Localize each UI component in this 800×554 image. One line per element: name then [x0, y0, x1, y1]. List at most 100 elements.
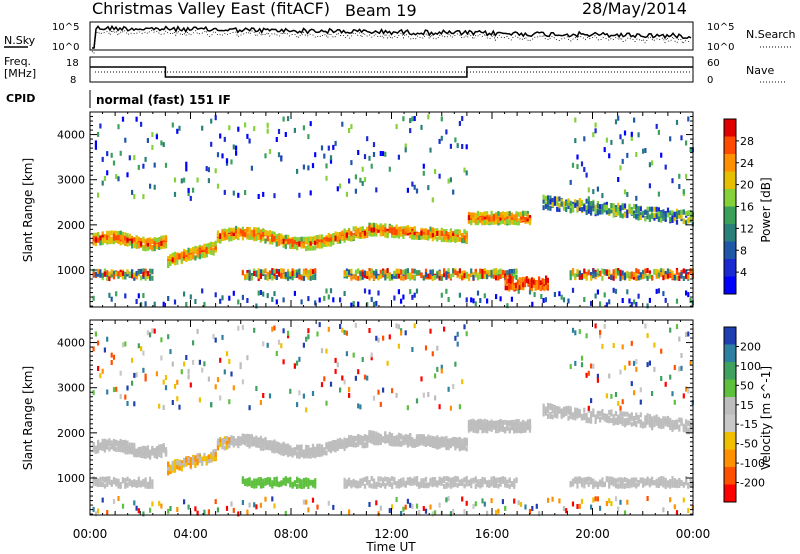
heatmap-cell: [542, 407, 545, 413]
colorbar-swatch: [724, 276, 736, 295]
heatmap-cell: [655, 420, 658, 426]
heatmap-cell: [671, 391, 674, 397]
heatmap-cell: [599, 204, 602, 210]
heatmap-cell: [458, 236, 461, 242]
heatmap-cell: [580, 273, 584, 279]
heatmap-cell: [230, 159, 233, 165]
heatmap-cell: [246, 298, 249, 303]
heatmap-cell: [144, 268, 147, 274]
heatmap-cell: [185, 166, 188, 172]
heatmap-cell: [336, 186, 339, 192]
heatmap-cell: [612, 271, 615, 276]
heatmap-cell: [149, 450, 152, 456]
heatmap-cell: [124, 478, 127, 483]
heatmap-cell: [352, 478, 355, 484]
heatmap-cell: [436, 480, 439, 486]
heatmap-cell: [409, 441, 412, 447]
heatmap-cell: [461, 232, 464, 238]
heatmap-cell: [501, 269, 504, 275]
heatmap-cell: [583, 167, 586, 172]
heatmap-cell: [528, 509, 532, 514]
heatmap-cell: [128, 481, 131, 487]
heatmap-cell: [422, 234, 425, 240]
heatmap-cell: [452, 482, 455, 488]
heatmap-cell: [400, 227, 403, 233]
heatmap-cell: [406, 477, 409, 483]
heatmap-cell: [669, 420, 672, 426]
heatmap-cell: [621, 298, 624, 303]
heatmap-cell: [94, 331, 97, 337]
heatmap-cell: [411, 116, 414, 122]
heatmap-cell: [257, 234, 260, 240]
heatmap-cell: [678, 477, 681, 483]
heatmap-cell: [662, 216, 665, 221]
heatmap-cell: [246, 355, 249, 361]
heatmap-cell: [280, 156, 283, 162]
heatmap-cell: [250, 440, 253, 446]
heatmap-cell: [300, 299, 303, 305]
heatmap-cell: [461, 270, 464, 276]
heatmap-cell: [133, 401, 136, 407]
heatmap-cell: [248, 235, 251, 240]
heatmap-cell: [653, 417, 656, 423]
heatmap-cell: [546, 277, 549, 283]
heatmap-cell: [685, 480, 688, 486]
heatmap-cell: [458, 274, 461, 280]
heatmap-cell: [409, 118, 412, 124]
heatmap-cell: [608, 209, 611, 215]
heatmap-cell: [590, 398, 593, 404]
heatmap-cell: [248, 227, 251, 233]
heatmap-cell: [592, 363, 595, 369]
heatmap-cell: [463, 229, 466, 235]
heatmap-cell: [361, 226, 364, 232]
heatmap-cell: [158, 447, 161, 453]
heatmap-cell: [429, 229, 432, 235]
heatmap-cell: [479, 423, 482, 429]
heatmap-cell: [284, 476, 287, 482]
heatmap-cell: [438, 404, 441, 410]
noise-panel: N.Sky 10^5 10^0 10^5 10^0 N.Search: [4, 21, 796, 55]
heatmap-cell: [262, 442, 265, 447]
heatmap-cell: [617, 506, 620, 512]
heatmap-cell: [225, 351, 229, 357]
heatmap-cell: [522, 210, 525, 216]
heatmap-cell: [447, 477, 450, 483]
heatmap-cell: [359, 404, 362, 410]
heatmap-cell: [628, 483, 631, 489]
heatmap-cell: [590, 418, 593, 424]
heatmap-cell: [406, 434, 409, 440]
heatmap-cell: [509, 279, 512, 285]
heatmap-cell: [357, 439, 360, 445]
heatmap-cell: [235, 150, 238, 156]
heatmap-cell: [397, 479, 400, 485]
heatmap-cell: [352, 301, 355, 306]
heatmap-cell: [499, 212, 502, 218]
heatmap-cell: [680, 365, 683, 371]
heatmap-cell: [626, 152, 629, 158]
heatmap-cell: [630, 208, 633, 214]
heatmap-cell: [585, 416, 588, 422]
heatmap-cell: [357, 369, 360, 375]
heatmap-cell: [675, 119, 679, 125]
freq-panel-frame: [89, 56, 694, 83]
heatmap-cell: [343, 237, 346, 243]
heatmap-cell: [463, 238, 466, 244]
heatmap-cell: [614, 411, 618, 416]
heatmap-cell: [106, 275, 109, 281]
heatmap-cell: [501, 420, 504, 426]
heatmap-cell: [241, 235, 244, 241]
heatmap-cell: [101, 438, 104, 444]
heatmap-cell: [669, 483, 672, 489]
heatmap-cell: [445, 476, 448, 481]
heatmap-cell: [673, 482, 676, 488]
heatmap-cell: [124, 274, 127, 280]
heatmap-cell: [682, 497, 685, 503]
heatmap-cell: [411, 294, 414, 300]
heatmap-cell: [664, 480, 667, 485]
heatmap-cell: [372, 478, 376, 484]
heatmap-cell: [325, 444, 328, 450]
heatmap-cell: [248, 481, 251, 487]
heatmap-cell: [504, 505, 507, 511]
heatmap-cell: [501, 218, 504, 224]
heatmap-cell: [339, 442, 342, 448]
